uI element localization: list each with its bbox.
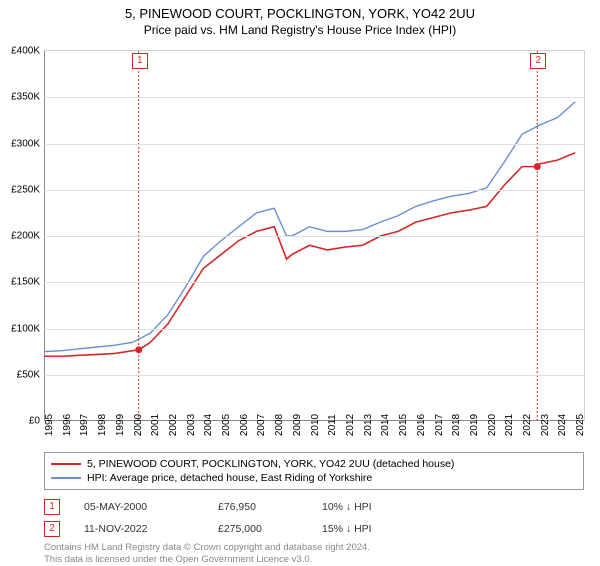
y-tick-label: £50K [17, 369, 40, 380]
chart-container: 5, PINEWOOD COURT, POCKLINGTON, YORK, YO… [0, 6, 600, 566]
x-tick-label: 2022 [522, 414, 533, 436]
y-tick-label: £250K [11, 184, 40, 195]
x-tick-label: 2016 [416, 414, 427, 436]
x-tick-label: 1999 [115, 414, 126, 436]
x-tick-label: 2004 [203, 414, 214, 436]
x-tick-label: 2003 [186, 414, 197, 436]
x-tick-label: 2024 [557, 414, 568, 436]
y-tick-label: £150K [11, 277, 40, 288]
legend-row-price_paid: 5, PINEWOOD COURT, POCKLINGTON, YORK, YO… [51, 457, 577, 471]
x-tick-label: 2008 [274, 414, 285, 436]
x-tick-label: 1995 [44, 414, 55, 436]
x-tick-label: 2023 [540, 414, 551, 436]
gridline-h [44, 375, 584, 376]
x-tick-label: 2012 [345, 414, 356, 436]
chart-title: 5, PINEWOOD COURT, POCKLINGTON, YORK, YO… [0, 6, 600, 21]
x-tick-label: 2009 [292, 414, 303, 436]
legend-row-hpi: HPI: Average price, detached house, East… [51, 471, 577, 485]
transaction-row-1: 1 05-MAY-2000 £76,950 10% ↓ HPI [44, 496, 584, 518]
x-tick-label: 2013 [363, 414, 374, 436]
x-tick-label: 2017 [434, 414, 445, 436]
x-tick-label: 1997 [79, 414, 90, 436]
legend-label: HPI: Average price, detached house, East… [87, 472, 372, 484]
series-price_paid [44, 153, 575, 357]
y-tick-label: £200K [11, 231, 40, 242]
marker-box-1: 1 [132, 53, 148, 69]
legend-swatch [51, 477, 81, 479]
x-tick-label: 2002 [168, 414, 179, 436]
marker-dot-1 [135, 346, 142, 353]
gridline-h [44, 144, 584, 145]
transaction-date: 11-NOV-2022 [84, 523, 194, 535]
gridline-h [44, 236, 584, 237]
marker-box-2: 2 [530, 53, 546, 69]
transaction-marker-2: 2 [44, 521, 60, 537]
x-tick-label: 2011 [327, 414, 338, 436]
x-tick-label: 2025 [575, 414, 586, 436]
gridline-h [44, 97, 584, 98]
x-tick-label: 2021 [504, 414, 515, 436]
y-tick-label: £400K [11, 46, 40, 57]
transactions-table: 1 05-MAY-2000 £76,950 10% ↓ HPI 2 11-NOV-2022… [44, 496, 584, 540]
x-tick-label: 2005 [221, 414, 232, 436]
x-tick-label: 2007 [256, 414, 267, 436]
gridline-h [44, 282, 584, 283]
chart-subtitle: Price paid vs. HM Land Registry's House … [0, 23, 600, 37]
y-tick-label: £0 [29, 416, 40, 427]
x-tick-label: 2006 [239, 414, 250, 436]
transaction-row-2: 2 11-NOV-2022 £275,000 15% ↓ HPI [44, 518, 584, 540]
x-tick-label: 2015 [398, 414, 409, 436]
chart-plot-area: £0£50K£100K£150K£200K£250K£300K£350K£400… [44, 50, 585, 421]
legend-section: 5, PINEWOOD COURT, POCKLINGTON, YORK, YO… [44, 452, 584, 566]
x-tick-label: 2001 [150, 414, 161, 436]
x-tick-label: 2018 [451, 414, 462, 436]
x-tick-label: 2000 [133, 414, 144, 436]
transaction-price: £76,950 [218, 501, 298, 513]
y-tick-label: £350K [11, 92, 40, 103]
transaction-price: £275,000 [218, 523, 298, 535]
x-tick-label: 2010 [310, 414, 321, 436]
gridline-h [44, 190, 584, 191]
series-hpi [44, 102, 575, 352]
x-tick-label: 1998 [97, 414, 108, 436]
legend-swatch [51, 463, 81, 465]
y-tick-label: £300K [11, 138, 40, 149]
x-tick-label: 2020 [487, 414, 498, 436]
credits-line-1: Contains HM Land Registry data © Crown c… [44, 542, 584, 554]
x-tick-label: 2019 [469, 414, 480, 436]
transaction-marker-1: 1 [44, 499, 60, 515]
credits: Contains HM Land Registry data © Crown c… [44, 542, 584, 566]
transaction-pct: 10% ↓ HPI [322, 501, 422, 513]
transaction-date: 05-MAY-2000 [84, 501, 194, 513]
marker-dot-2 [534, 163, 541, 170]
x-tick-label: 2014 [380, 414, 391, 436]
gridline-h [44, 329, 584, 330]
x-tick-label: 1996 [62, 414, 73, 436]
legend-box: 5, PINEWOOD COURT, POCKLINGTON, YORK, YO… [44, 452, 584, 490]
legend-label: 5, PINEWOOD COURT, POCKLINGTON, YORK, YO… [87, 458, 454, 470]
transaction-pct: 15% ↓ HPI [322, 523, 422, 535]
y-tick-label: £100K [11, 323, 40, 334]
